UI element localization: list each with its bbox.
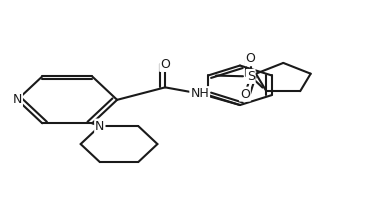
Text: NH: NH xyxy=(190,87,209,100)
Text: O: O xyxy=(246,52,256,65)
Text: O: O xyxy=(240,88,250,101)
Text: N: N xyxy=(95,120,104,132)
Text: S: S xyxy=(247,70,255,83)
Text: O: O xyxy=(160,58,170,71)
Text: N: N xyxy=(13,93,22,106)
